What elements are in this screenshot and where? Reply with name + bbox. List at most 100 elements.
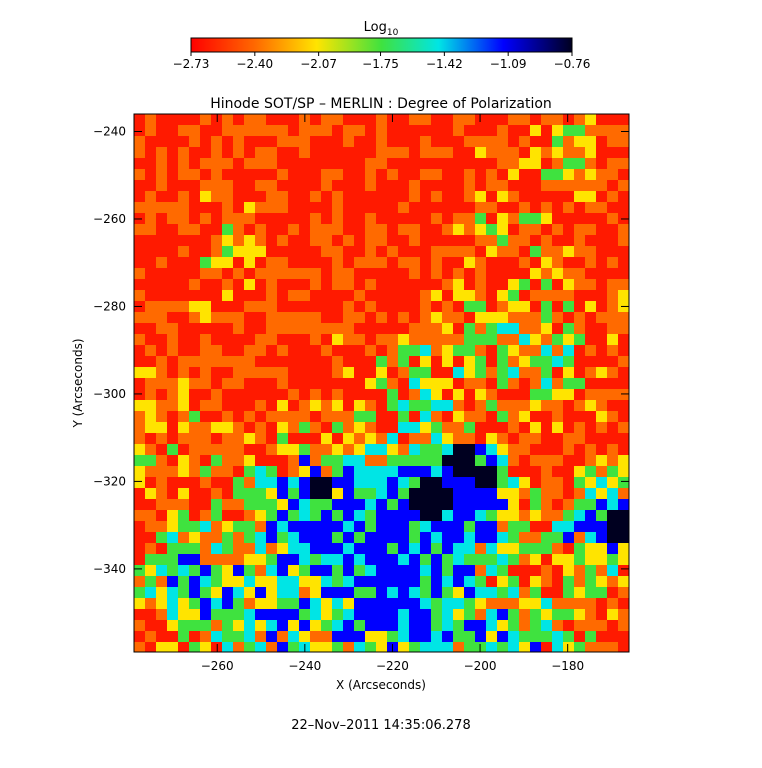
heatmap-cell: [618, 488, 629, 499]
heatmap-cell: [156, 554, 167, 565]
heatmap-cell: [365, 631, 376, 642]
heatmap-cell: [563, 642, 574, 652]
heatmap-cell: [409, 400, 420, 411]
heatmap-cell: [530, 334, 541, 345]
timestamp: 22–Nov–2011 14:35:06.278: [291, 718, 470, 733]
heatmap-cell: [508, 543, 519, 554]
heatmap-cell: [178, 576, 189, 587]
heatmap-cell: [530, 422, 541, 433]
heatmap-cell: [156, 367, 167, 378]
heatmap-cell: [145, 400, 156, 411]
heatmap-cell: [574, 587, 585, 598]
heatmap-cell: [607, 334, 618, 345]
heatmap-cell: [453, 642, 464, 652]
heatmap-cell: [189, 433, 200, 444]
heatmap-cell: [244, 488, 255, 499]
heatmap-cell: [156, 433, 167, 444]
heatmap-cell: [585, 224, 596, 235]
heatmap-cell: [574, 125, 585, 136]
heatmap-cell: [354, 543, 365, 554]
heatmap-cell: [508, 235, 519, 246]
heatmap-cell: [530, 158, 541, 169]
heatmap-cell: [244, 279, 255, 290]
heatmap-cell: [486, 477, 497, 488]
heatmap-cell: [211, 598, 222, 609]
heatmap-cell: [442, 499, 453, 510]
heatmap-cell: [618, 587, 629, 598]
heatmap-cell: [497, 334, 508, 345]
heatmap-cell: [255, 631, 266, 642]
heatmap-cell: [475, 213, 486, 224]
heatmap-cell: [475, 477, 486, 488]
heatmap-cell: [244, 532, 255, 543]
heatmap-cell: [552, 631, 563, 642]
heatmap-cell: [365, 224, 376, 235]
heatmap-cell: [178, 411, 189, 422]
heatmap-cell: [189, 136, 200, 147]
heatmap-cell: [244, 642, 255, 652]
heatmap-cell: [376, 609, 387, 620]
heatmap-cell: [607, 125, 618, 136]
heatmap-cell: [497, 433, 508, 444]
heatmap-cell: [255, 235, 266, 246]
heatmap-cell: [299, 620, 310, 631]
heatmap-cell: [178, 565, 189, 576]
heatmap-cell: [475, 268, 486, 279]
heatmap-cell: [343, 642, 354, 652]
heatmap-cell: [321, 576, 332, 587]
heatmap-cell: [266, 268, 277, 279]
heatmap-cell: [134, 268, 145, 279]
heatmap-cell: [475, 378, 486, 389]
heatmap-cell: [409, 235, 420, 246]
heatmap-cell: [376, 521, 387, 532]
heatmap-cell: [365, 246, 376, 257]
heatmap-cell: [244, 587, 255, 598]
heatmap-cell: [475, 444, 486, 455]
heatmap-cell: [156, 356, 167, 367]
heatmap-cell: [299, 477, 310, 488]
heatmap-cell: [574, 147, 585, 158]
heatmap-cell: [497, 235, 508, 246]
heatmap-cell: [178, 224, 189, 235]
heatmap-cell: [464, 411, 475, 422]
heatmap-cell: [552, 620, 563, 631]
heatmap-cell: [475, 488, 486, 499]
heatmap-cell: [244, 345, 255, 356]
heatmap-cell: [607, 554, 618, 565]
heatmap-cell: [431, 290, 442, 301]
x-tick-label: −220: [376, 659, 409, 673]
heatmap-cell: [596, 543, 607, 554]
heatmap-cell: [332, 565, 343, 576]
heatmap-cell: [167, 510, 178, 521]
heatmap-cell: [398, 257, 409, 268]
heatmap-cell: [310, 444, 321, 455]
heatmap-cell: [442, 466, 453, 477]
heatmap-cell: [145, 345, 156, 356]
heatmap-cell: [519, 598, 530, 609]
heatmap-cell: [277, 312, 288, 323]
heatmap-cell: [376, 125, 387, 136]
heatmap-cell: [211, 422, 222, 433]
heatmap-cell: [233, 521, 244, 532]
heatmap-cell: [453, 246, 464, 257]
heatmap-cell: [475, 279, 486, 290]
heatmap-cell: [409, 609, 420, 620]
heatmap-cell: [486, 180, 497, 191]
heatmap-cell: [475, 411, 486, 422]
heatmap-cell: [431, 598, 442, 609]
heatmap-cell: [288, 620, 299, 631]
heatmap-cell: [277, 554, 288, 565]
heatmap-cell: [508, 345, 519, 356]
heatmap-cell: [442, 488, 453, 499]
heatmap-cell: [145, 422, 156, 433]
heatmap-cell: [156, 400, 167, 411]
heatmap-cell: [189, 301, 200, 312]
heatmap-cell: [222, 125, 233, 136]
heatmap-cell: [508, 455, 519, 466]
heatmap-cell: [519, 235, 530, 246]
heatmap-cell: [376, 114, 387, 125]
heatmap-cell: [431, 147, 442, 158]
heatmap-cell: [354, 466, 365, 477]
heatmap-cell: [596, 554, 607, 565]
heatmap-cell: [563, 587, 574, 598]
